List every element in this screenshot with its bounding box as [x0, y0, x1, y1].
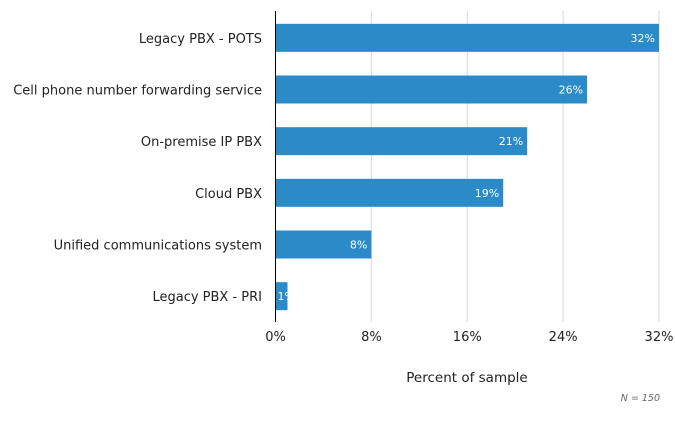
category-label: On-premise IP PBX [141, 135, 262, 150]
category-labels: Legacy PBX - POTS Cell phone number forwa… [13, 32, 262, 305]
x-axis-title: Percent of sample [406, 370, 527, 386]
bars: 32% 26% 21% 19% 8% 1% [275, 23, 659, 311]
bar [275, 178, 504, 207]
x-tick-label: 8% [361, 330, 382, 345]
gridlines [370, 11, 660, 322]
category-label: Cell phone number forwarding service [13, 84, 262, 99]
bar [275, 23, 659, 52]
bar [275, 127, 528, 156]
x-tick-labels: 0% 8% 16% 24% 32% [265, 330, 673, 345]
bar [275, 230, 372, 259]
bar [275, 282, 288, 311]
data-label: 32% [631, 32, 655, 45]
data-label: 19% [475, 187, 499, 200]
data-label: 21% [499, 135, 523, 148]
bar [275, 75, 588, 104]
category-label: Legacy PBX - POTS [139, 32, 262, 47]
x-tick-label: 24% [549, 330, 578, 345]
data-label: 1% [278, 290, 295, 303]
x-tick-label: 32% [645, 330, 674, 345]
x-tick-label: 0% [265, 330, 286, 345]
category-label: Legacy PBX - PRI [152, 290, 262, 305]
category-label: Cloud PBX [195, 187, 262, 202]
data-label: 26% [559, 84, 583, 97]
category-label: Unified communications system [54, 239, 262, 254]
sample-size-note: N = 150 [621, 393, 660, 404]
x-tick-label: 16% [453, 330, 482, 345]
data-label: 8% [350, 239, 367, 252]
